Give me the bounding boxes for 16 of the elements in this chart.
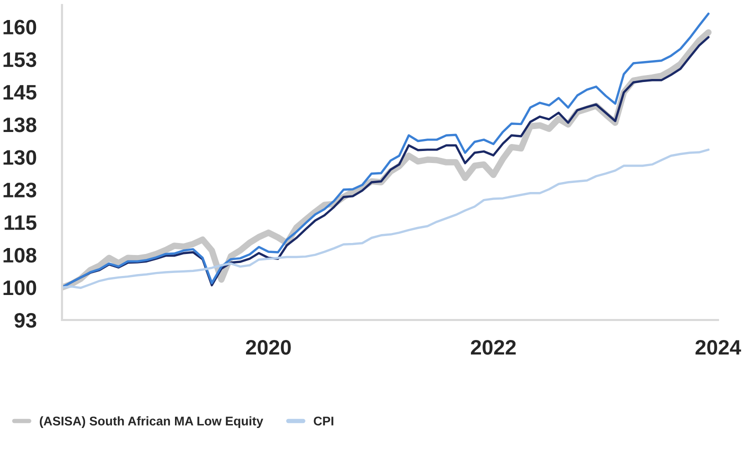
x-tick-label: 2024 bbox=[696, 340, 742, 355]
line-series bbox=[62, 148, 710, 289]
y-tick-label: 93 bbox=[14, 313, 36, 328]
y-tick-label: 138 bbox=[4, 117, 36, 132]
y-tick-label: 160 bbox=[4, 20, 36, 34]
legend-label: CPI bbox=[314, 416, 334, 426]
y-tick-label: 115 bbox=[4, 215, 36, 230]
y-tick-label: 108 bbox=[4, 248, 36, 263]
x-tick-label: 2020 bbox=[246, 340, 291, 355]
legend-label: (ASISA) South African MA Low Equity bbox=[40, 416, 264, 428]
y-tick-label: 145 bbox=[4, 85, 36, 100]
y-tick-label: 153 bbox=[4, 52, 36, 68]
x-tick-label: 2022 bbox=[470, 340, 516, 355]
y-tick-label: 130 bbox=[4, 150, 36, 165]
y-tick-label: 123 bbox=[4, 182, 36, 198]
y-tick-label: 100 bbox=[4, 280, 36, 296]
